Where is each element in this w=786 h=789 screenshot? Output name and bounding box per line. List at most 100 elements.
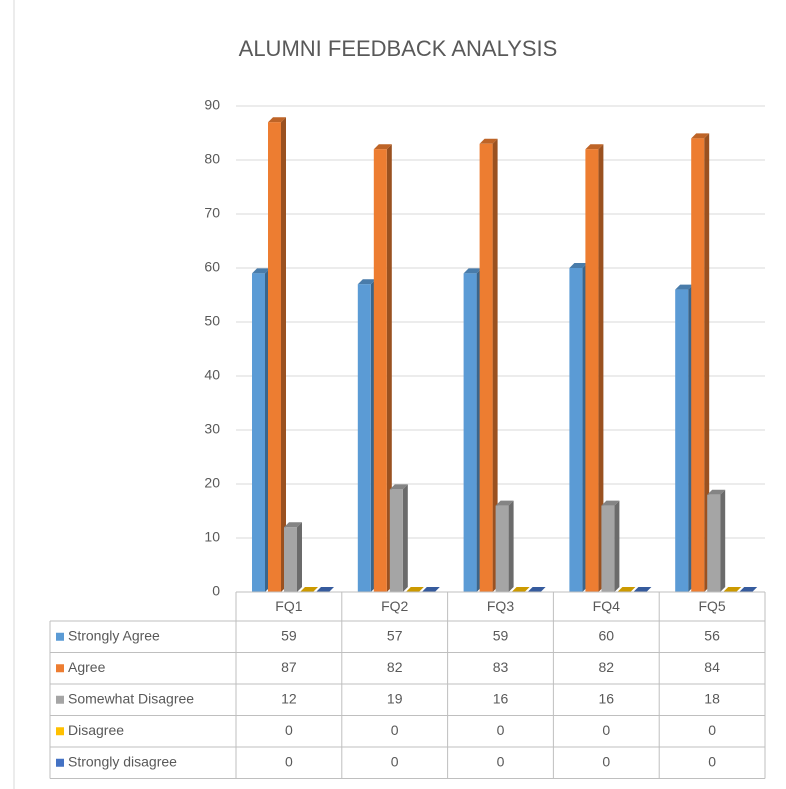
bar-top bbox=[463, 268, 482, 274]
bar bbox=[268, 122, 281, 592]
bar-top bbox=[252, 268, 270, 274]
table-value: 16 bbox=[599, 690, 615, 706]
table-value: 0 bbox=[708, 753, 716, 769]
table-value: 0 bbox=[602, 722, 610, 738]
bar bbox=[675, 289, 689, 592]
table-value: 0 bbox=[285, 722, 293, 738]
bar-side bbox=[386, 144, 392, 592]
bar bbox=[707, 494, 721, 592]
bar-side bbox=[614, 500, 620, 592]
y-tick-label: 10 bbox=[204, 529, 220, 545]
table-value: 82 bbox=[387, 659, 403, 675]
table-value: 87 bbox=[281, 659, 297, 675]
y-tick-label: 80 bbox=[204, 151, 220, 167]
y-tick-label: 0 bbox=[212, 583, 220, 599]
bar bbox=[569, 268, 583, 592]
x-tick-label: FQ5 bbox=[698, 598, 725, 614]
bar-side bbox=[492, 138, 498, 593]
bar-side bbox=[598, 144, 604, 592]
bar-top bbox=[675, 284, 694, 290]
table-value: 0 bbox=[285, 753, 293, 769]
bar bbox=[284, 527, 297, 592]
table-value: 0 bbox=[708, 722, 716, 738]
y-tick-label: 30 bbox=[204, 421, 220, 437]
legend-label: Somewhat Disagree bbox=[68, 690, 194, 706]
bar-side bbox=[297, 522, 302, 592]
bar-top bbox=[479, 138, 498, 144]
table-value: 82 bbox=[599, 659, 615, 675]
bar-top bbox=[495, 500, 514, 506]
y-tick-label: 90 bbox=[204, 97, 220, 113]
x-tick-label: FQ2 bbox=[381, 598, 408, 614]
table-value: 18 bbox=[704, 690, 720, 706]
bar-top bbox=[691, 133, 710, 139]
bar bbox=[389, 489, 403, 592]
y-tick-label: 60 bbox=[204, 259, 220, 275]
table-value: 59 bbox=[281, 627, 297, 643]
bar-top bbox=[527, 587, 546, 592]
bar-top bbox=[268, 117, 286, 123]
bar-top bbox=[707, 489, 726, 495]
bar-top bbox=[617, 587, 636, 592]
bar bbox=[252, 273, 265, 592]
bar-top bbox=[300, 587, 318, 592]
bar bbox=[585, 149, 599, 592]
bar-top bbox=[405, 587, 424, 592]
bar bbox=[357, 284, 371, 592]
table-value: 0 bbox=[497, 753, 505, 769]
legend-swatch bbox=[56, 664, 64, 673]
bar-top bbox=[511, 587, 530, 592]
legend-label: Agree bbox=[68, 659, 106, 675]
bar bbox=[691, 138, 705, 592]
bar-top bbox=[723, 587, 742, 592]
table-value: 19 bbox=[387, 690, 403, 706]
bar bbox=[479, 143, 493, 593]
bar-top bbox=[284, 522, 302, 528]
bar-side bbox=[704, 133, 710, 592]
table-value: 0 bbox=[602, 753, 610, 769]
bar bbox=[601, 505, 615, 592]
legend-swatch bbox=[56, 695, 64, 704]
table-value: 84 bbox=[704, 659, 720, 675]
table-value: 0 bbox=[391, 722, 399, 738]
bar-top bbox=[389, 484, 408, 490]
table-value: 83 bbox=[493, 659, 509, 675]
bar-top bbox=[373, 144, 392, 150]
bar-top bbox=[739, 587, 758, 592]
x-tick-label: FQ4 bbox=[593, 598, 620, 614]
legend-label: Disagree bbox=[68, 722, 124, 738]
table-value: 12 bbox=[281, 690, 297, 706]
bar-top bbox=[633, 587, 652, 592]
y-tick-label: 50 bbox=[204, 313, 220, 329]
legend-label: Strongly Agree bbox=[68, 627, 160, 643]
table-value: 0 bbox=[497, 722, 505, 738]
bar-top bbox=[421, 587, 440, 592]
chart-title: ALUMNI FEEDBACK ANALYSIS bbox=[239, 36, 558, 61]
legend-swatch bbox=[56, 727, 64, 736]
bar-side bbox=[508, 500, 514, 592]
bar-top bbox=[316, 587, 334, 592]
bar-top bbox=[357, 279, 376, 285]
bar-side bbox=[720, 489, 726, 592]
bar-side bbox=[402, 484, 408, 592]
legend-label: Strongly disagree bbox=[68, 753, 177, 769]
table-value: 56 bbox=[704, 627, 720, 643]
bar-top bbox=[585, 144, 604, 150]
legend-swatch bbox=[56, 758, 64, 767]
bar bbox=[463, 273, 477, 592]
table-value: 59 bbox=[493, 627, 509, 643]
x-tick-label: FQ3 bbox=[487, 598, 514, 614]
table-value: 60 bbox=[599, 627, 615, 643]
legend-swatch bbox=[56, 632, 64, 641]
x-tick-label: FQ1 bbox=[275, 598, 302, 614]
table-value: 57 bbox=[387, 627, 403, 643]
bar bbox=[495, 505, 509, 592]
bar-side bbox=[281, 117, 286, 592]
y-tick-label: 20 bbox=[204, 475, 220, 491]
bar bbox=[373, 149, 387, 592]
y-tick-label: 40 bbox=[204, 367, 220, 383]
y-tick-label: 70 bbox=[204, 205, 220, 221]
table-value: 0 bbox=[391, 753, 399, 769]
bar-top bbox=[601, 500, 620, 506]
